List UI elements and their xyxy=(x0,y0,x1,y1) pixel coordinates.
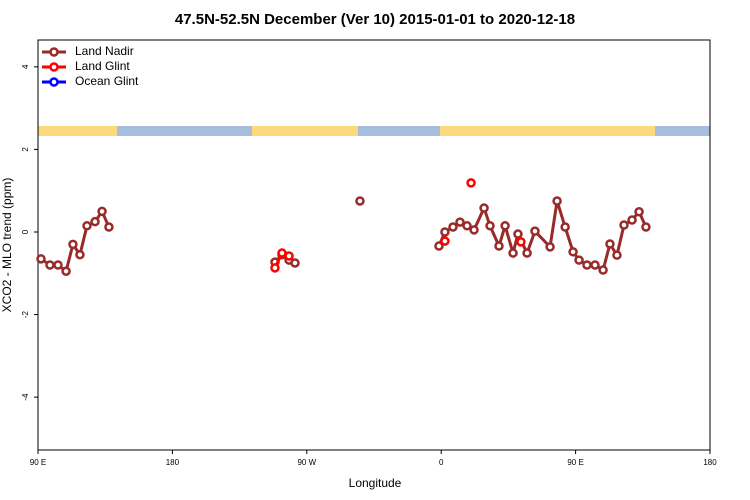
data-point xyxy=(513,229,523,239)
x-tick-label: 0 xyxy=(439,458,444,467)
data-point xyxy=(53,260,63,270)
legend-label: Ocean Glint xyxy=(75,74,139,88)
legend-marker xyxy=(49,62,59,72)
x-tick-label: 90 W xyxy=(297,458,316,467)
legend-label: Land Glint xyxy=(75,59,130,73)
data-point xyxy=(508,248,518,258)
data-point xyxy=(560,222,570,232)
data-point xyxy=(75,249,85,260)
legend-marker xyxy=(49,77,59,87)
y-tick-label: 4 xyxy=(21,64,30,69)
series-line xyxy=(437,200,648,273)
data-point xyxy=(516,237,526,247)
data-point xyxy=(634,207,644,217)
data-point xyxy=(545,242,555,252)
data-point xyxy=(440,236,450,246)
land-mask-strip xyxy=(38,126,710,136)
data-point xyxy=(290,258,300,268)
data-point xyxy=(552,196,562,206)
data-point xyxy=(448,222,458,232)
x-tick-label: 90 E xyxy=(30,458,46,467)
data-point xyxy=(590,260,600,270)
data-point xyxy=(36,254,46,264)
data-point xyxy=(479,203,489,213)
data-point xyxy=(612,250,622,260)
data-point xyxy=(61,266,71,276)
y-axis-label: XCO2 - MLO trend (ppm) xyxy=(0,178,14,313)
data-point xyxy=(530,226,540,236)
data-point xyxy=(45,260,55,270)
x-tick-label: 180 xyxy=(703,458,717,467)
legend-marker xyxy=(49,47,59,57)
y-tick-label: 0 xyxy=(21,229,30,234)
data-point xyxy=(494,241,504,251)
data-point xyxy=(462,221,472,231)
data-point xyxy=(284,251,294,261)
data-point xyxy=(466,178,476,188)
data-point xyxy=(574,255,584,265)
data-point xyxy=(598,265,608,275)
data-point xyxy=(82,221,92,231)
data-point xyxy=(605,239,615,249)
data-point xyxy=(455,217,465,227)
x-tick-label: 90 E xyxy=(567,458,583,467)
data-point xyxy=(500,221,510,231)
data-point xyxy=(440,227,450,237)
data-point xyxy=(469,225,479,235)
data-point xyxy=(97,206,107,217)
x-tick-label: 180 xyxy=(166,458,180,467)
y-tick-label: -4 xyxy=(21,393,30,401)
data-point xyxy=(270,263,280,273)
y-tick-label: 2 xyxy=(21,147,30,152)
data-point xyxy=(485,221,495,231)
data-point xyxy=(104,222,114,232)
legend-label: Land Nadir xyxy=(75,44,134,58)
data-point xyxy=(568,247,578,257)
data-point xyxy=(619,220,629,230)
data-point xyxy=(641,222,651,232)
data-point xyxy=(355,196,365,206)
data-point xyxy=(522,248,532,258)
data-point xyxy=(627,215,637,225)
plot-frame xyxy=(37,39,711,451)
x-axis-label: Longitude xyxy=(349,476,402,490)
data-point xyxy=(90,216,100,227)
chart-title: 47.5N-52.5N December (Ver 10) 2015-01-01… xyxy=(175,11,575,28)
data-point xyxy=(434,241,444,251)
data-point xyxy=(68,239,78,250)
data-point xyxy=(582,260,592,270)
y-tick-label: -2 xyxy=(21,310,30,318)
